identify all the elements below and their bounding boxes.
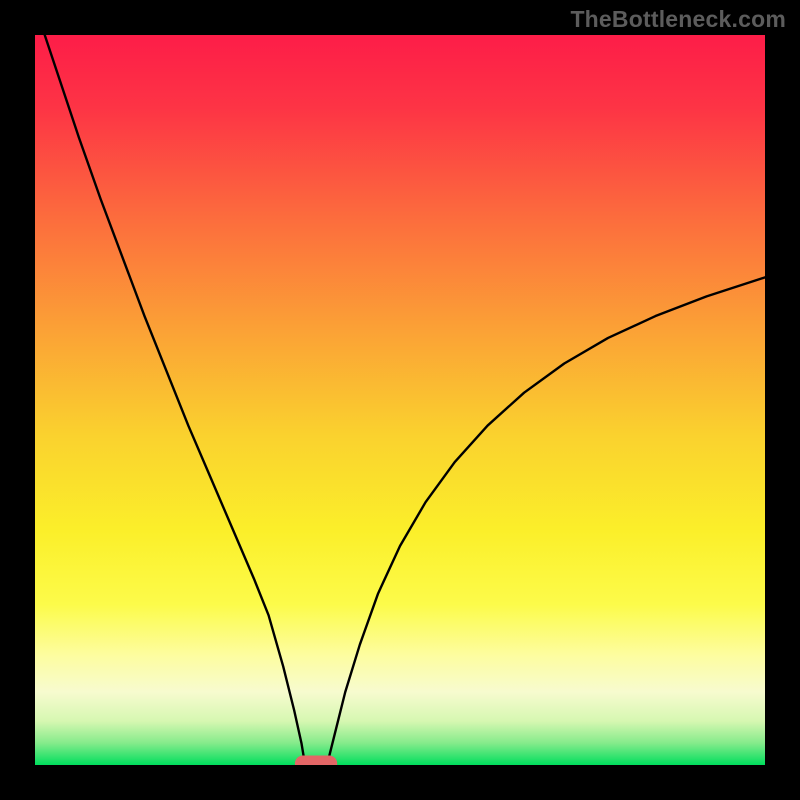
bottleneck-curve-left <box>35 35 305 765</box>
chart-area <box>35 35 765 765</box>
bottleneck-curve-right <box>327 277 765 765</box>
chart-svg <box>35 35 765 765</box>
watermark-label: TheBottleneck.com <box>570 6 786 33</box>
minimum-marker <box>295 756 337 765</box>
